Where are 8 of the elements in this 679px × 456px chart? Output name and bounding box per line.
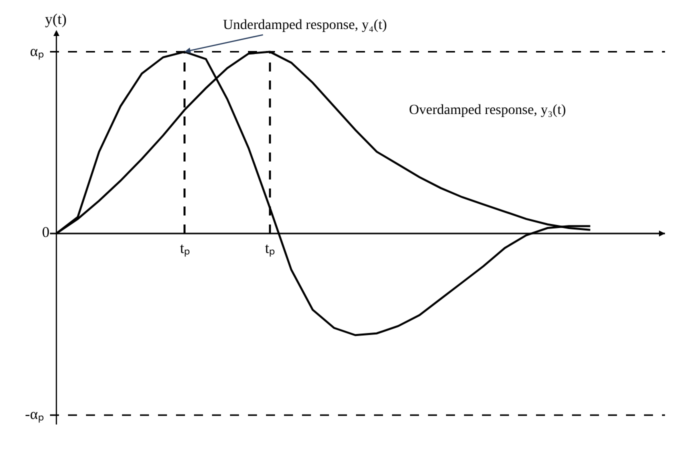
annotation: Overdamped response, y₃(t) — [409, 103, 566, 118]
annotation: 0 — [42, 225, 50, 241]
y-axis-title: y(t) — [45, 12, 67, 28]
annotation: tₚ — [180, 241, 190, 257]
annotation: tₚ — [265, 241, 276, 257]
ref-line-label: αₚ — [30, 44, 44, 60]
ref-line-label: -αₚ — [25, 407, 44, 423]
text: Underdamped response, y₄(t) — [223, 18, 388, 33]
